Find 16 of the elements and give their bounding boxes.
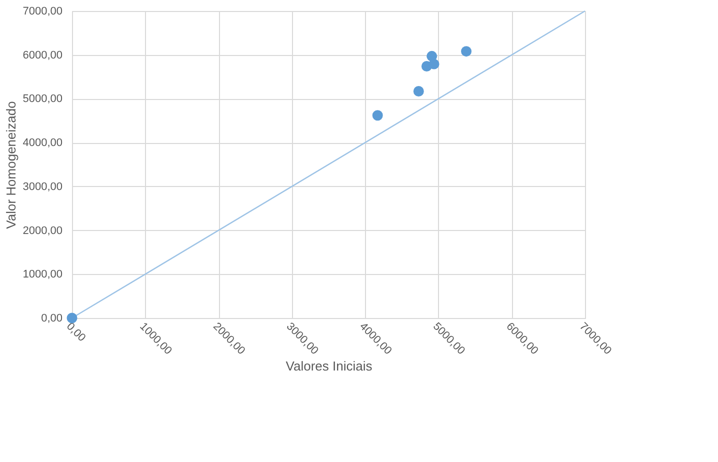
- point: [426, 50, 438, 62]
- y-tick-label: 6000,00: [22, 49, 62, 62]
- y-tick-label: 7000,00: [22, 6, 62, 18]
- point: [461, 46, 472, 57]
- x-tick-label: 0,00: [64, 320, 88, 344]
- y-tick-label: 3000,00: [22, 180, 62, 193]
- x-axis-title: Valores Iniciais: [286, 358, 373, 374]
- point: [413, 86, 424, 96]
- y-tick-label: 0,00: [41, 312, 62, 324]
- y-tick-label: 4000,00: [22, 137, 62, 150]
- point: [66, 312, 78, 324]
- y-axis-title: Valor Homogeneizado: [4, 101, 19, 229]
- y-tick-label: 2000,00: [22, 224, 62, 237]
- y-tick-label: 5000,00: [22, 93, 62, 106]
- y-tick-label: 1000,00: [22, 268, 62, 281]
- point: [372, 110, 383, 121]
